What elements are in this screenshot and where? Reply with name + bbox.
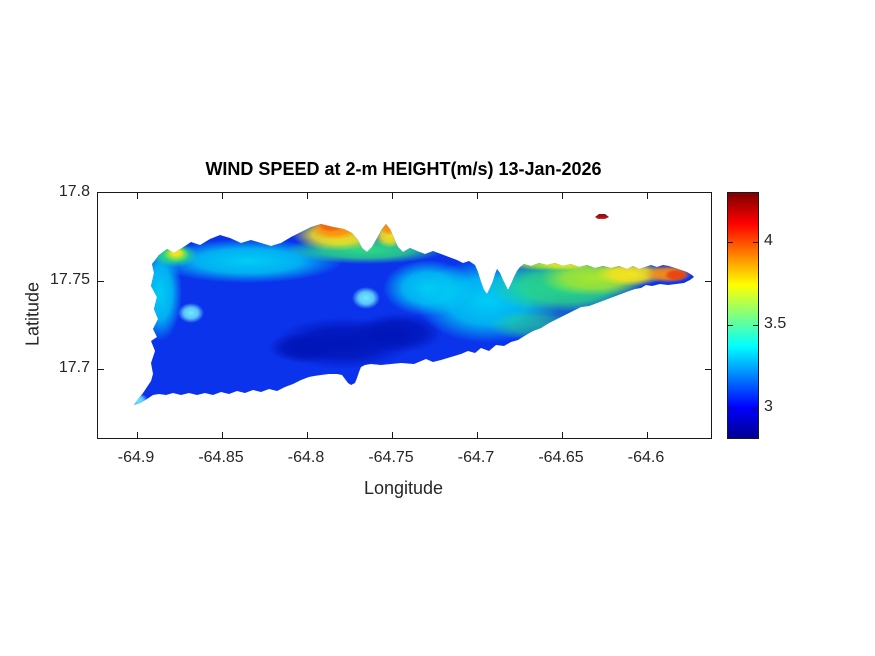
x-tick-label: -64.75 (368, 449, 414, 466)
y-tick-label: 17.75 (49, 271, 90, 288)
x-tick-mark (562, 193, 563, 199)
colorbar-tick-mark (728, 408, 733, 409)
colorbar-tick-mark (728, 242, 733, 243)
x-tick-label: -64.8 (287, 449, 325, 466)
x-tick-mark (222, 193, 223, 199)
x-tick-label: -64.65 (538, 449, 584, 466)
plot-title: WIND SPEED at 2-m HEIGHT(m/s) 13-Jan-202… (205, 159, 602, 179)
colorbar-tick-label: 4 (764, 232, 773, 249)
x-tick-mark (392, 193, 393, 199)
y-tick-label: 17.8 (58, 183, 90, 200)
x-tick-mark (647, 432, 648, 438)
x-tick-label: -64.9 (117, 449, 155, 466)
y-axis-label: Latitude (22, 281, 43, 347)
y-tick-mark (705, 281, 711, 282)
colorbar-tick-label: 3 (764, 398, 773, 415)
x-tick-mark (647, 193, 648, 199)
x-tick-mark (222, 432, 223, 438)
x-tick-mark (307, 193, 308, 199)
island-wind-field (134, 224, 694, 405)
x-tick-label: -64.7 (457, 449, 495, 466)
x-tick-mark (137, 193, 138, 199)
colorbar-tick-mark (753, 325, 758, 326)
plot-area (97, 192, 712, 439)
x-axis-label: Longitude (363, 478, 444, 498)
y-tick-mark (98, 281, 104, 282)
colorbar (727, 192, 759, 439)
wind-speed-map (134, 214, 694, 405)
offshore-islet (595, 214, 609, 219)
y-tick-label: 17.7 (58, 359, 90, 376)
x-tick-mark (477, 432, 478, 438)
x-tick-mark (307, 432, 308, 438)
colorbar-tick-label: 3.5 (764, 315, 787, 332)
y-tick-mark (98, 369, 104, 370)
colorbar-tick-mark (728, 325, 733, 326)
x-tick-mark (562, 432, 563, 438)
y-tick-mark (705, 369, 711, 370)
x-tick-label: -64.6 (627, 449, 665, 466)
x-tick-label: -64.85 (198, 449, 244, 466)
x-tick-mark (137, 432, 138, 438)
colorbar-tick-mark (753, 408, 758, 409)
x-tick-mark (477, 193, 478, 199)
colorbar-tick-mark (753, 242, 758, 243)
x-tick-mark (392, 432, 393, 438)
